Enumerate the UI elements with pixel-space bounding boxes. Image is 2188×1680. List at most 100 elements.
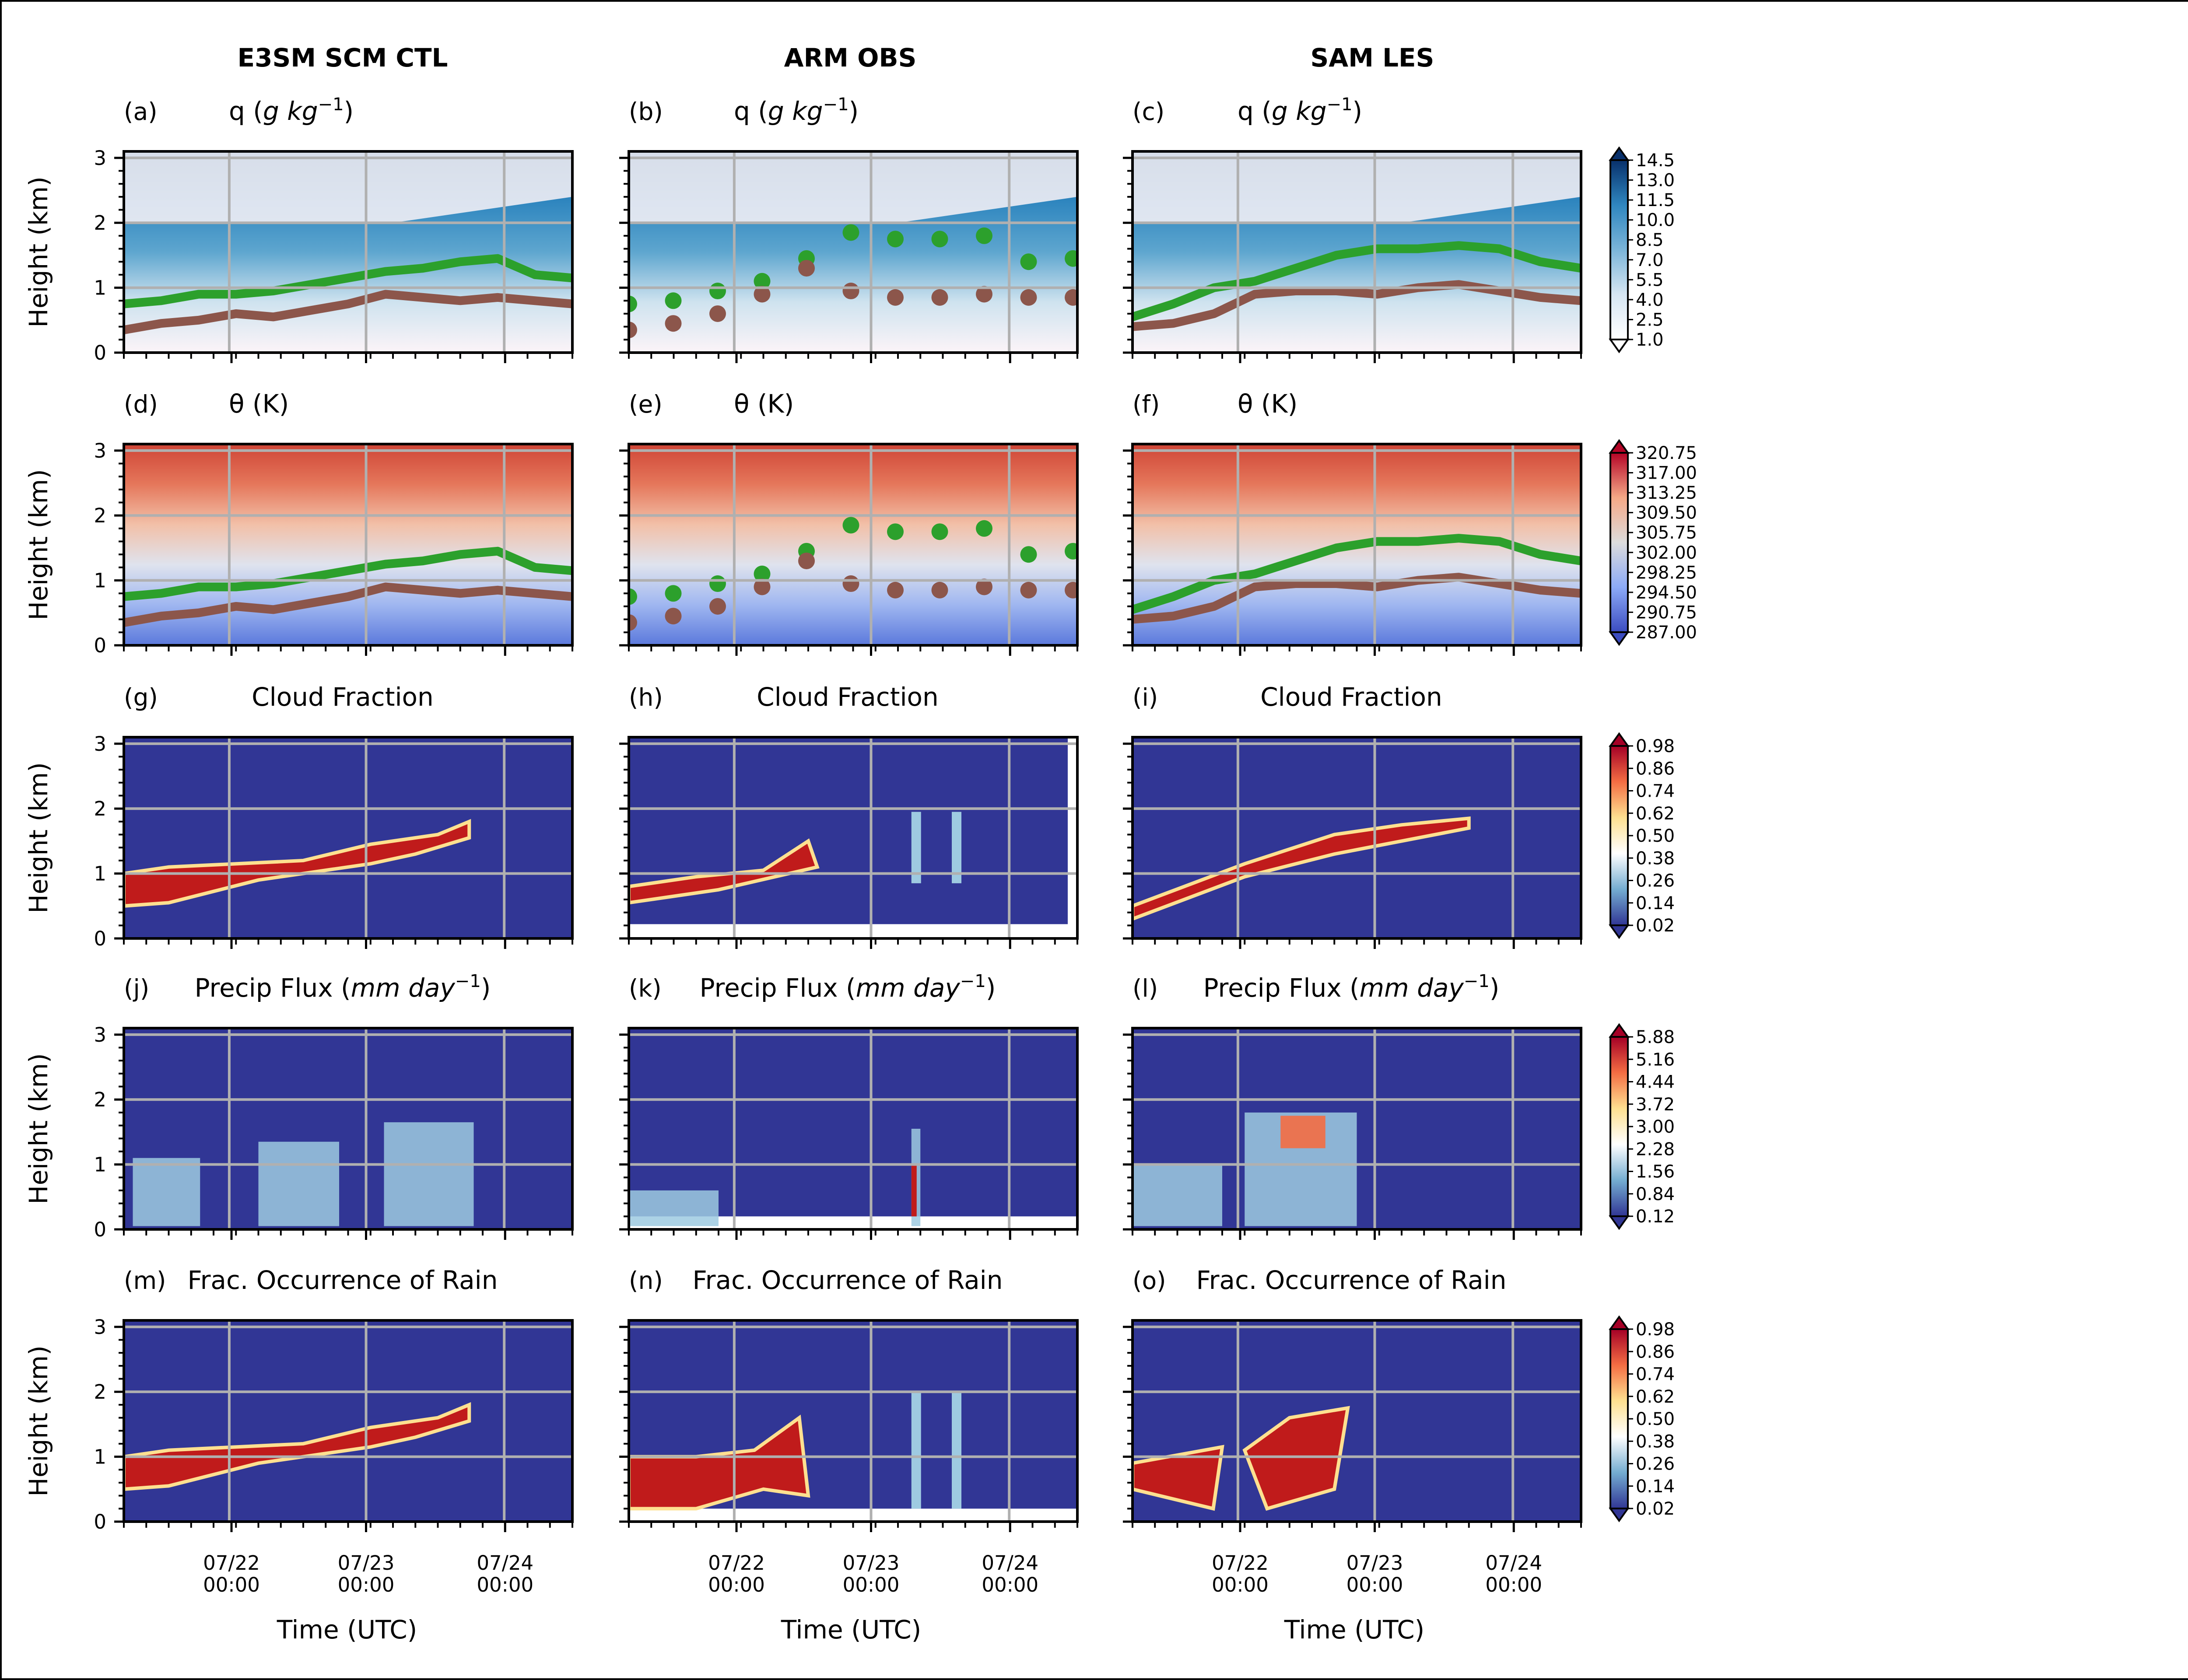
x-axis-label-sam: Time (UTC) <box>1284 1615 1425 1645</box>
colorbar-tick-label: 5.88 <box>1636 1027 1675 1047</box>
panel-title: Frac. Occurrence of Rain <box>187 1265 498 1295</box>
boundary-upper-dot-8 <box>976 227 992 244</box>
colorbar-tick-label: 305.75 <box>1636 523 1697 543</box>
colorbar-tick-label: 4.44 <box>1636 1072 1675 1092</box>
boundary-upper-line <box>1133 534 1581 614</box>
colorbar-tick-label: 0.38 <box>1636 1432 1675 1452</box>
y-tick-label: 2 <box>94 1380 106 1404</box>
x-tick-label-time: 00:00 <box>1212 1573 1269 1596</box>
boundary-lower-dot-6 <box>887 289 904 306</box>
boundary-lower-dot-8 <box>976 286 992 303</box>
y-axis-label: Height (km) <box>24 1053 53 1204</box>
colorbar-tick-label: 4.0 <box>1636 290 1664 310</box>
y-tick-label: 1 <box>94 862 106 886</box>
x-axis-label-e3sm: Time (UTC) <box>277 1615 417 1645</box>
colorbar-tick-label: 0.38 <box>1636 848 1675 868</box>
panel-letter: (g) <box>124 683 158 711</box>
colorbar-body <box>1609 1328 1629 1509</box>
x-tick-label-time: 00:00 <box>477 1573 533 1596</box>
colorbar-extend-bottom <box>1609 924 1630 939</box>
colorbar-tick-label: 309.50 <box>1636 503 1697 523</box>
panel-letter: (b) <box>629 98 663 126</box>
boundary-lower-dot-5 <box>842 283 859 300</box>
panel-title: Cloud Fraction <box>1260 682 1442 712</box>
boundary-upper-dot-1 <box>665 585 682 602</box>
panel-letter: (d) <box>124 390 158 418</box>
y-tick-label: 0 <box>94 1510 106 1533</box>
background-field <box>629 737 1077 938</box>
missing-data-edge <box>1068 737 1077 938</box>
panel-c: (c) q (g kg−1) <box>1123 94 1582 363</box>
x-tick-label-time: 00:00 <box>1346 1573 1403 1596</box>
colorbar-tick-label: 14.5 <box>1636 150 1675 171</box>
panel-title: θ (K) <box>229 389 289 419</box>
colorbar-extend-top <box>1609 146 1630 161</box>
colorbar-tick-label: 5.5 <box>1636 270 1664 290</box>
panel-field <box>629 444 1077 645</box>
colorbar-tick-label: 313.25 <box>1636 483 1697 503</box>
colorbar-tick-label: 0.74 <box>1636 1365 1675 1385</box>
colorbar-tick-label: 0.86 <box>1636 1342 1675 1362</box>
colorbar-tick-label: 298.25 <box>1636 563 1697 583</box>
colorbar-tick-label: 0.14 <box>1636 893 1675 914</box>
colorbar-tick-label: 10.0 <box>1636 210 1675 231</box>
panel-k: (k) Precip Flux (mm day−1) <box>619 971 1079 1240</box>
missing-data-band <box>629 924 1077 938</box>
y-tick-label: 1 <box>94 1153 106 1176</box>
panel-field <box>629 1320 1077 1522</box>
x-tick-label-time: 00:00 <box>982 1573 1038 1596</box>
panel-letter: (k) <box>629 974 662 1002</box>
cloud-band <box>124 819 471 908</box>
boundary-upper-dot-9 <box>1020 546 1037 563</box>
colorbar-tick-label: 0.74 <box>1636 781 1675 802</box>
x-tick-label-time: 00:00 <box>338 1573 395 1596</box>
cloud-streak-0 <box>911 812 921 883</box>
panel-letter: (i) <box>1133 683 1158 711</box>
colorbar-tick-label: 0.26 <box>1636 871 1675 891</box>
colorbar-extend-bottom <box>1609 1508 1630 1522</box>
background-field <box>124 1320 572 1522</box>
y-tick-label: 3 <box>94 1316 106 1339</box>
boundary-upper-dot-6 <box>887 231 904 248</box>
panel-d: (d) θ (K) 0 1 2 3 Height (km) <box>24 389 574 657</box>
colorbar-tick-label: 7.0 <box>1636 250 1664 270</box>
x-tick-label-date: 07/24 <box>477 1551 533 1575</box>
colorbar-frac_rain: 0.980.86 0.740.620.50 0.380.26 0.140.02 <box>1609 1315 1675 1522</box>
y-axis-label: Height (km) <box>24 1345 53 1497</box>
column-header-arm: ARM OBS <box>784 43 917 73</box>
precip-peak <box>911 1164 917 1217</box>
boundary-lower-dot-9 <box>1020 289 1037 306</box>
colorbar-tick-label: 13.0 <box>1636 171 1675 191</box>
precip-shaft-0 <box>1133 1164 1222 1226</box>
colorbar-tick-label: 3.00 <box>1636 1117 1675 1137</box>
boundary-upper-dot-2 <box>709 283 726 300</box>
x-tick-label-date: 07/22 <box>708 1551 765 1575</box>
panel-letter: (l) <box>1133 974 1158 1002</box>
panel-title: q (g kg−1) <box>734 94 859 126</box>
x-tick-label-date: 07/23 <box>338 1551 395 1575</box>
colorbar-tick-label: 1.0 <box>1636 330 1664 350</box>
x-axis-labels: Time (UTC) Time (UTC) Time (UTC) <box>277 1615 1425 1645</box>
colorbar-body <box>1609 1036 1629 1217</box>
colorbar-tick-label: 8.5 <box>1636 230 1664 250</box>
panel-g: (g) Cloud Fraction 0 1 2 3 Height (km) <box>24 682 574 950</box>
panel-field <box>1133 1028 1581 1229</box>
boundary-lower-dot-3 <box>754 578 771 595</box>
panel-l: (l) Precip Flux (mm day−1) <box>1123 971 1582 1240</box>
y-tick-label: 0 <box>94 1218 106 1241</box>
boundary-upper-dot-5 <box>842 224 859 241</box>
y-tick-label: 0 <box>94 634 106 657</box>
colorbar-tick-label: 302.00 <box>1636 543 1697 563</box>
colorbar-tick-label: 0.02 <box>1636 916 1675 936</box>
panel-title: θ (K) <box>1238 389 1297 419</box>
y-tick-label: 1 <box>94 1446 106 1469</box>
panel-title: q (g kg−1) <box>229 94 354 126</box>
boundary-upper-line <box>124 254 572 308</box>
y-tick-label: 0 <box>94 341 106 364</box>
boundary-lower-dot-1 <box>665 315 682 332</box>
boundary-upper-dot-1 <box>665 292 682 309</box>
panel-letter: (m) <box>124 1267 166 1295</box>
colorbar-tick-label: 2.28 <box>1636 1139 1675 1159</box>
colorbar-tick-label: 0.50 <box>1636 1409 1675 1429</box>
boundary-upper-dot-8 <box>976 520 992 537</box>
